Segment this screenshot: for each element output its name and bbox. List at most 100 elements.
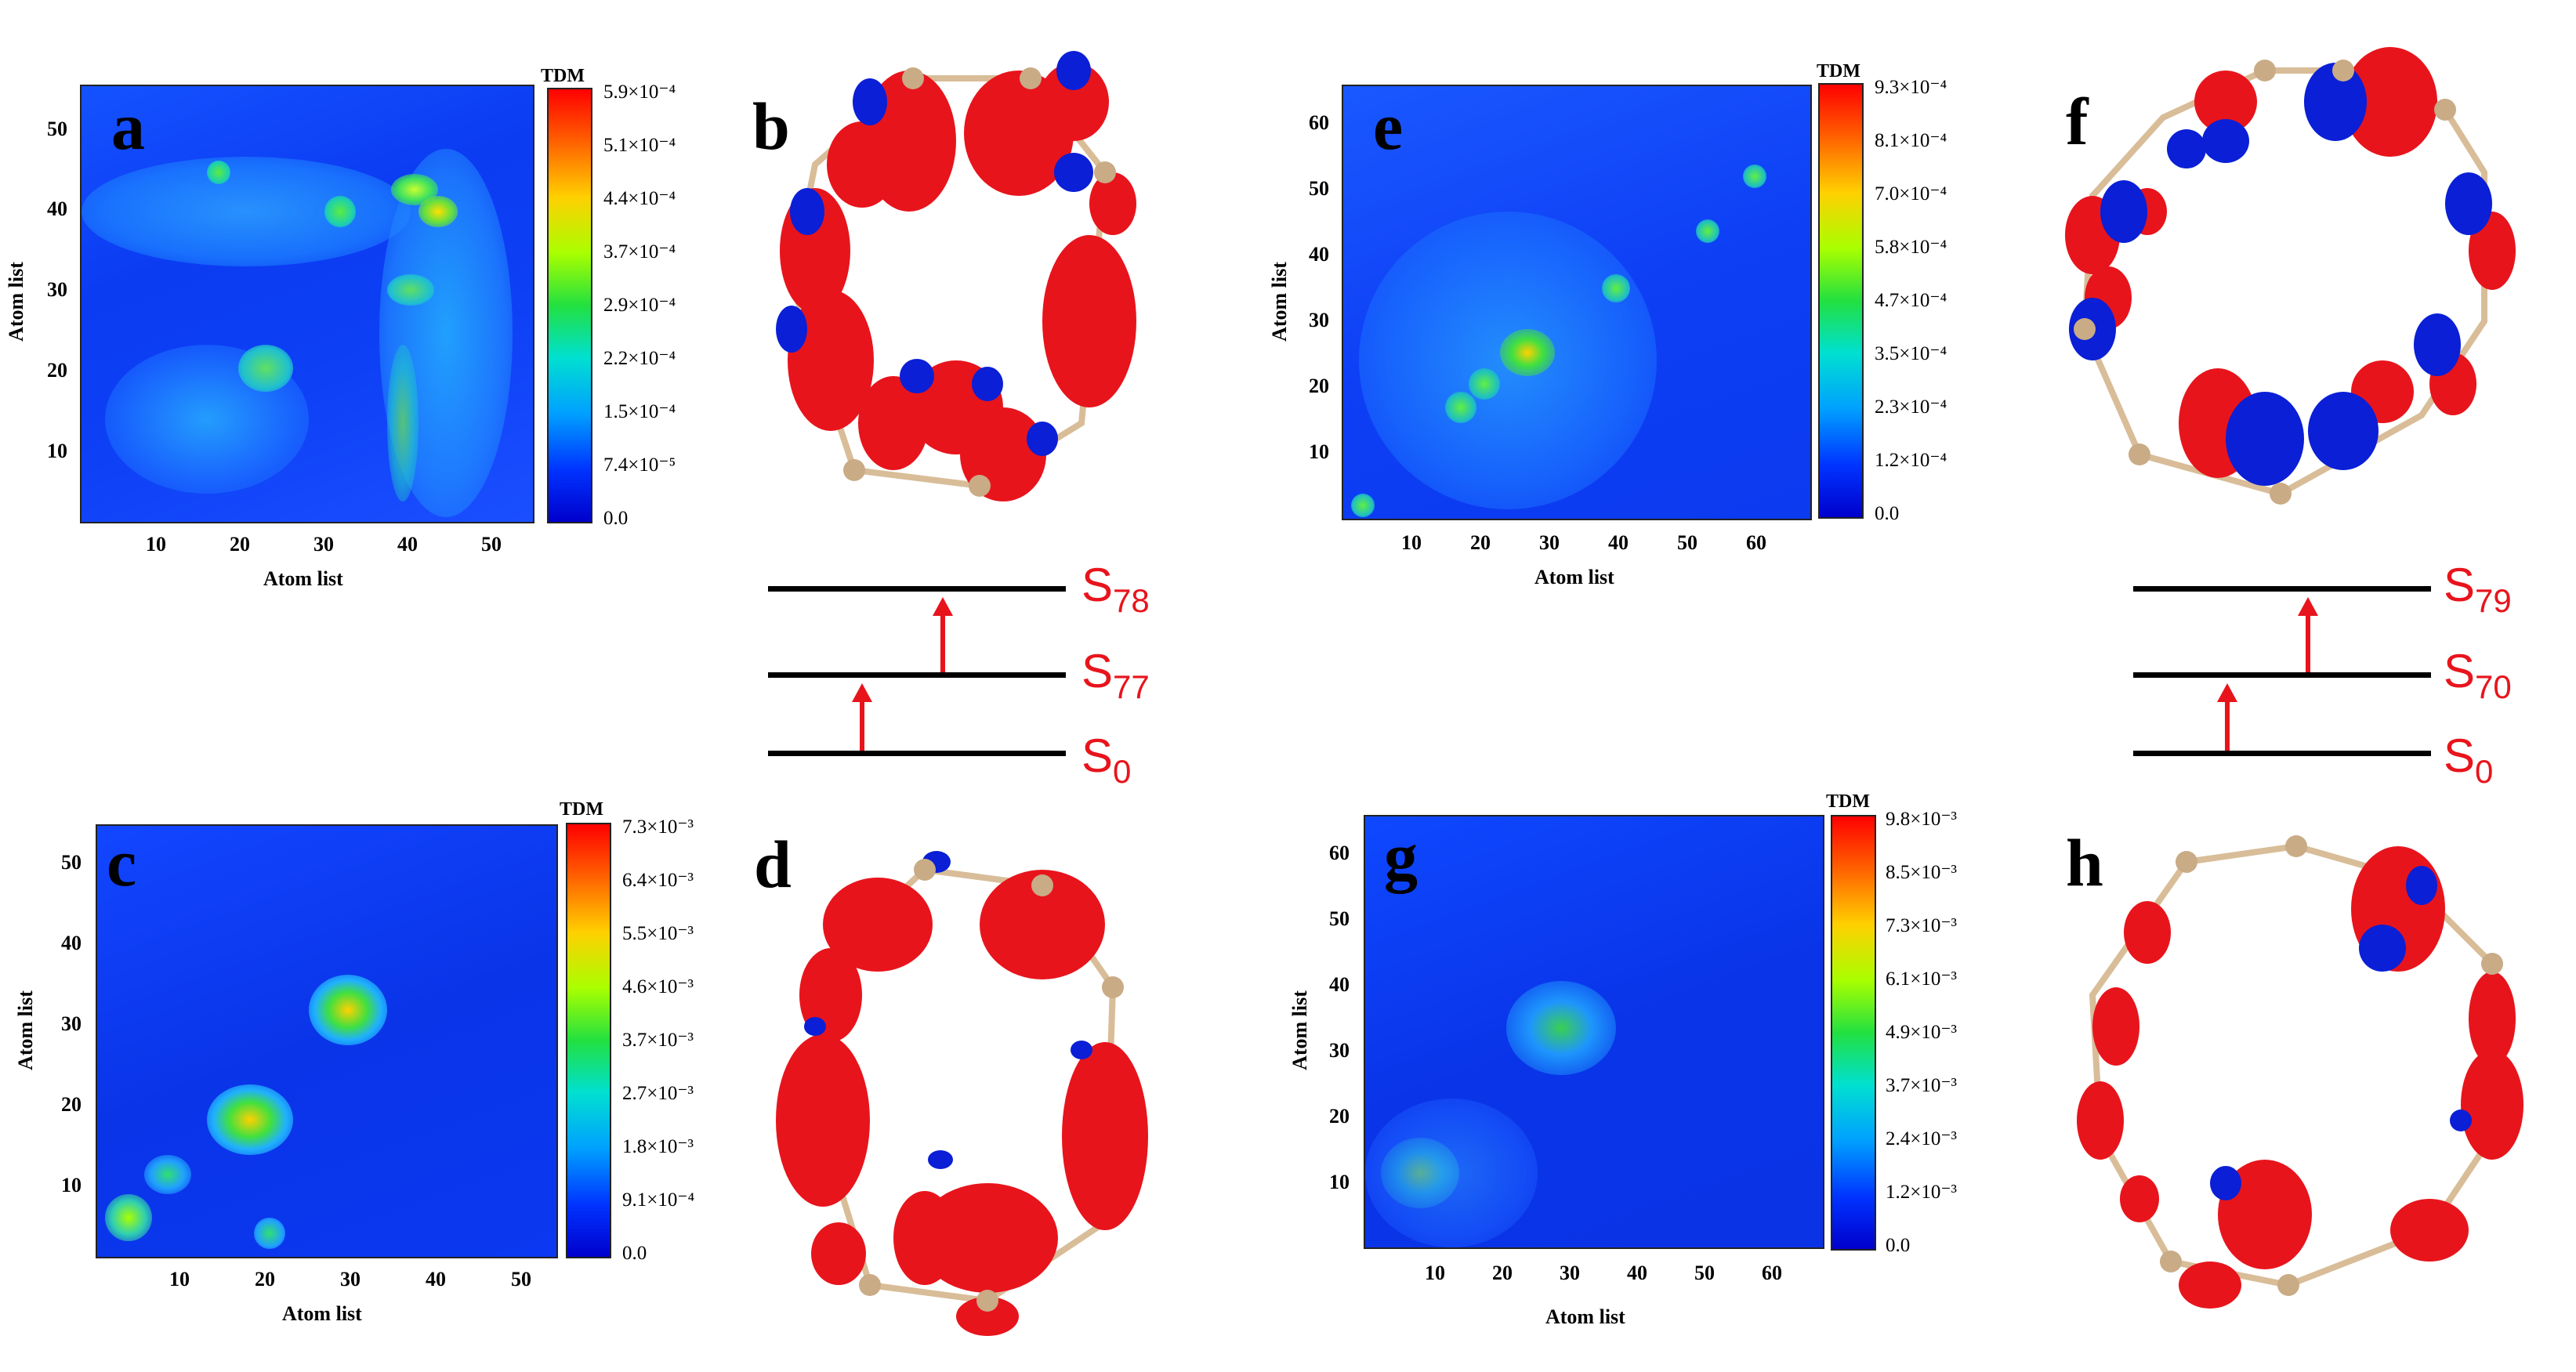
x-tick: 20 xyxy=(230,533,250,556)
x-axis-title-c: Atom list xyxy=(282,1302,362,1325)
orbital-h xyxy=(2077,835,2523,1309)
y-tick: 20 xyxy=(1329,1105,1350,1128)
cb-tick: 9.1×10⁻⁴ xyxy=(622,1189,695,1211)
x-tick: 30 xyxy=(340,1268,360,1291)
y-axis-title-c: Atom list xyxy=(13,990,37,1070)
cb-tick: 2.3×10⁻⁴ xyxy=(1875,396,1947,418)
hotspot xyxy=(387,274,434,306)
hotspot xyxy=(1506,981,1616,1075)
hotspot xyxy=(418,196,458,227)
y-tick: 40 xyxy=(47,197,67,220)
hotspot xyxy=(1445,392,1476,423)
cb-tick: 1.5×10⁻⁴ xyxy=(603,401,676,422)
x-tick: 10 xyxy=(1401,531,1422,554)
state-label-s77: S77 xyxy=(1081,645,1150,705)
blue-lobes xyxy=(2210,866,2472,1200)
cb-tick: 9.8×10⁻³ xyxy=(1886,809,1958,830)
heatmap-c-plot xyxy=(96,824,558,1258)
atoms xyxy=(843,67,1116,497)
y-axis-title-a: Atom list xyxy=(4,262,27,342)
cb-tick: 2.9×10⁻⁴ xyxy=(603,295,676,316)
hotspot xyxy=(254,1218,285,1249)
orbital-f xyxy=(2065,47,2516,505)
y-tick: 40 xyxy=(61,932,82,954)
excitation-arrow-2-head xyxy=(933,597,953,616)
panel-label-c: c xyxy=(107,825,137,900)
y-axis-title-g: Atom list xyxy=(1288,990,1311,1070)
colorbar-e xyxy=(1818,83,1864,519)
cb-tick: 3.7×10⁻⁴ xyxy=(603,241,676,262)
panel-label-a: a xyxy=(111,89,145,164)
colorbar-g xyxy=(1831,815,1876,1251)
x-tick: 10 xyxy=(1425,1262,1445,1284)
state-label-s78: S78 xyxy=(1081,559,1150,619)
y-tick: 30 xyxy=(1309,309,1329,331)
level-line-top xyxy=(768,586,1066,592)
y-tick: 10 xyxy=(61,1174,82,1196)
y-tick: 20 xyxy=(61,1093,82,1116)
x-tick: 30 xyxy=(1560,1262,1580,1284)
cb-tick: 1.2×10⁻³ xyxy=(1886,1182,1958,1203)
cb-tick: 4.9×10⁻³ xyxy=(1886,1022,1958,1043)
hotspot xyxy=(1696,219,1719,243)
hotspot xyxy=(1500,329,1555,376)
colorbar-c xyxy=(566,823,611,1258)
panel-label-g: g xyxy=(1384,819,1418,894)
excitation-arrow-1-head xyxy=(2217,683,2237,702)
cb-tick: 5.9×10⁻⁴ xyxy=(603,81,676,103)
level-line-bottom xyxy=(2133,751,2431,756)
cb-tick: 2.2×10⁻⁴ xyxy=(603,348,676,369)
hotspot xyxy=(1365,1099,1538,1247)
x-tick: 50 xyxy=(1694,1262,1715,1284)
cb-tick: 6.4×10⁻³ xyxy=(622,870,694,891)
hotspot xyxy=(1602,274,1630,302)
cb-tick: 7.3×10⁻³ xyxy=(622,816,694,838)
cb-tick: 2.4×10⁻³ xyxy=(1886,1128,1958,1149)
x-tick: 30 xyxy=(1539,531,1560,554)
cb-tick: 4.4×10⁻⁴ xyxy=(603,188,676,209)
atoms xyxy=(2160,835,2503,1296)
x-tick: 60 xyxy=(1746,531,1766,554)
excitation-arrow-2 xyxy=(2306,614,2310,672)
heatmap-e-plot xyxy=(1342,85,1812,520)
cb-tick: 6.1×10⁻³ xyxy=(1886,968,1958,990)
y-tick: 30 xyxy=(1329,1039,1350,1062)
x-tick: 40 xyxy=(397,533,418,556)
x-tick: 50 xyxy=(481,533,502,556)
x-tick: 20 xyxy=(1492,1262,1513,1284)
cb-tick: 8.5×10⁻³ xyxy=(1886,862,1958,883)
excitation-arrow-1-head xyxy=(852,683,872,702)
y-tick: 50 xyxy=(47,118,67,140)
level-line-mid xyxy=(2133,672,2431,678)
blue-lobes xyxy=(776,51,1093,456)
hotspot xyxy=(387,345,418,501)
cb-tick: 1.8×10⁻³ xyxy=(622,1136,694,1157)
hotspot xyxy=(207,161,230,184)
x-tick: 40 xyxy=(1627,1262,1647,1284)
cb-tick: 0.0 xyxy=(603,508,629,529)
red-lobes xyxy=(780,63,1136,501)
y-tick: 60 xyxy=(1329,842,1350,864)
colorbar-title-g: TDM xyxy=(1826,791,1870,812)
state-label-s70: S70 xyxy=(2444,645,2512,705)
colorbar-title-c: TDM xyxy=(560,799,603,820)
x-tick: 20 xyxy=(1470,531,1491,554)
y-tick: 20 xyxy=(47,359,67,382)
hotspot xyxy=(309,975,387,1045)
cb-tick: 5.8×10⁻⁴ xyxy=(1875,237,1947,258)
state-label-s0: S0 xyxy=(2444,729,2494,790)
colorbar-title-a: TDM xyxy=(541,66,585,86)
x-tick: 50 xyxy=(511,1268,531,1291)
panel-label-b: b xyxy=(752,89,790,164)
red-lobes xyxy=(2065,47,2516,478)
x-tick: 40 xyxy=(1608,531,1629,554)
cb-tick: 9.3×10⁻⁴ xyxy=(1875,77,1947,98)
x-axis-title-e: Atom list xyxy=(1534,566,1614,588)
orbital-b xyxy=(776,51,1136,501)
hotspot xyxy=(144,1155,191,1194)
y-tick: 50 xyxy=(1309,177,1329,200)
cb-tick: 7.3×10⁻³ xyxy=(1886,915,1958,936)
atoms xyxy=(2074,60,2456,505)
y-tick: 30 xyxy=(61,1012,82,1035)
y-tick: 10 xyxy=(47,440,67,462)
